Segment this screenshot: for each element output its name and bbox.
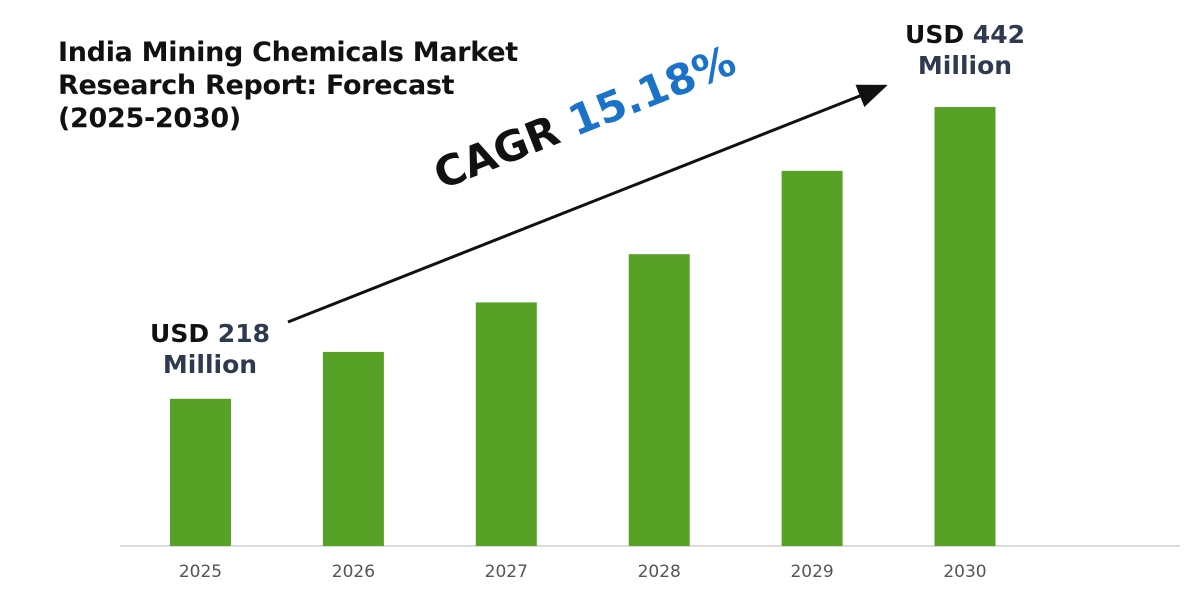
end-unit: Million: [917, 51, 1013, 80]
bar-2028: [628, 254, 690, 547]
chart-title: India Mining Chemicals Market Research R…: [58, 37, 518, 134]
x-tick-label: 2029: [790, 562, 833, 582]
start-unit: Million: [162, 350, 258, 379]
start-value: 218: [217, 319, 270, 348]
cagr-arrow: [287, 84, 888, 324]
x-tick-label: 2030: [943, 562, 986, 582]
bar-2025: [170, 398, 231, 546]
bar-2026: [322, 351, 384, 546]
bar-2027: [475, 302, 537, 546]
bar-2030: [934, 107, 996, 546]
end-value: 442: [972, 20, 1025, 49]
end-value-annotation: USD 442 Million: [895, 19, 1035, 81]
x-tick-label: 2027: [485, 562, 528, 582]
start-value-annotation: USD 218 Million: [140, 318, 280, 380]
end-prefix: USD: [905, 20, 965, 49]
x-tick-label: 2026: [332, 562, 375, 582]
bar-2029: [781, 170, 843, 546]
start-prefix: USD: [150, 319, 210, 348]
x-tick-label: 2028: [638, 562, 681, 582]
x-tick-label: 2025: [179, 562, 222, 582]
